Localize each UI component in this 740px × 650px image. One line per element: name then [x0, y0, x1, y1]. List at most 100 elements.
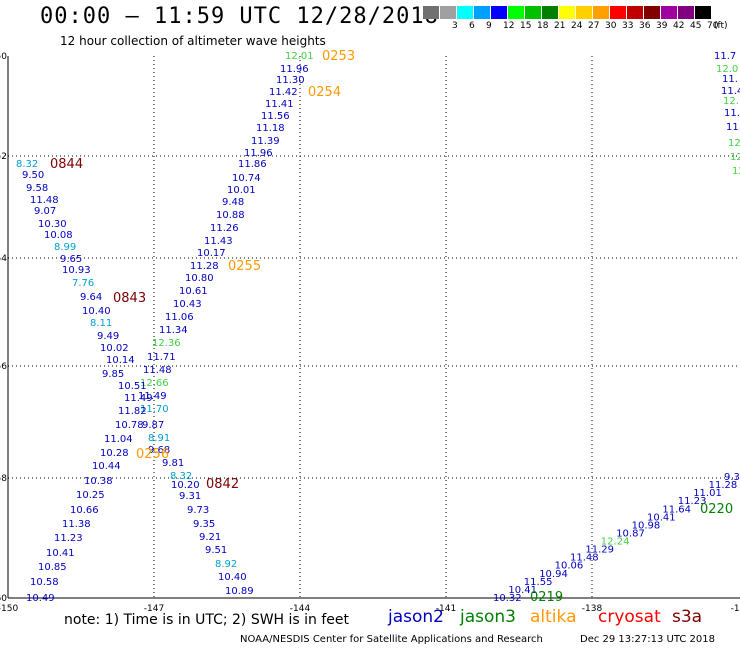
swh-value-label: 10.49 [26, 593, 55, 604]
generated-timestamp: Dec 29 13:27:13 UTC 2018 [580, 634, 715, 645]
swh-value-label: 9.31 [179, 491, 201, 502]
swh-value-label: 11.01 [693, 488, 722, 499]
swh-value-label: 10.38 [84, 476, 113, 487]
scale-swatch [457, 6, 474, 19]
pass-time-label: 0219 [530, 590, 563, 605]
swh-value-label: 9.48 [222, 197, 244, 208]
swh-value-label: 8.92 [215, 559, 237, 570]
swh-value-label: 10.88 [216, 210, 245, 221]
scale-label: 3 [452, 21, 458, 31]
swh-value-label: 10.02 [100, 343, 129, 354]
swh-value-label: 12 [732, 166, 740, 177]
swh-value-label: 12 [728, 138, 740, 149]
swh-value-label: 11.18 [256, 123, 285, 134]
swh-value-label: 10.41 [508, 585, 537, 596]
swh-value-label: 11.4 [721, 86, 740, 97]
scale-swatch [542, 6, 559, 19]
swh-value-label: 11.96 [280, 64, 309, 75]
scale-swatch [661, 6, 678, 19]
scale-swatch [627, 6, 644, 19]
swh-value-label: 11.49 [138, 391, 167, 402]
swh-value-label: 10.89 [225, 586, 254, 597]
pass-time-label: 0843 [113, 291, 146, 306]
swh-value-label: 11. [724, 108, 740, 119]
swh-value-label: 9.35 [193, 519, 215, 530]
legend-jason2: jason2 [388, 607, 444, 627]
swh-value-label: 9.68 [148, 445, 170, 456]
scale-swatch [525, 6, 542, 19]
swh-value-label: 10.74 [232, 173, 261, 184]
pass-time-label: 0842 [206, 477, 239, 492]
pass-time-label: 0256 [136, 447, 169, 462]
swh-value-label: 11.38 [62, 519, 91, 530]
scale-swatch [440, 6, 457, 19]
swh-value-label: 10.14 [106, 355, 135, 366]
swh-value-label: 10.06 [555, 561, 584, 572]
lat-tick-label: -58 [0, 474, 7, 484]
scale-swatch [508, 6, 525, 19]
pass-time-label: 0254 [308, 85, 341, 100]
scale-label: 9 [486, 21, 492, 31]
scale-label: 21 [554, 21, 566, 31]
swh-value-label: 12.0 [716, 64, 738, 75]
swh-value-label: 9.87 [142, 420, 164, 431]
swh-value-label: 11.43 [204, 236, 233, 247]
swh-value-label: 12 [730, 152, 740, 163]
swh-value-label: 11.48 [570, 553, 599, 564]
scale-label: 39 [656, 21, 668, 31]
scale-label: 12 [503, 21, 515, 31]
scale-label: 33 [622, 21, 634, 31]
swh-value-label: 11.70 [140, 404, 169, 415]
swh-value-label: 11.28 [709, 480, 738, 491]
swh-value-label: 10.44 [92, 461, 121, 472]
scale-swatch [423, 6, 440, 19]
swh-value-label: 10.17 [197, 248, 226, 259]
swh-value-label: 10.41 [647, 512, 676, 523]
swh-value-label: 11.23 [54, 533, 83, 544]
lat-tick-label: -56 [0, 362, 7, 372]
swh-value-label: 9.65 [60, 254, 82, 265]
swh-value-label: 10.85 [38, 562, 67, 573]
swh-value-label: 10.01 [227, 185, 256, 196]
scale-label: 42 [673, 21, 685, 31]
swh-value-label: 10.08 [44, 230, 73, 241]
scale-swatch [695, 6, 712, 19]
swh-value-label: 12.01 [285, 51, 314, 62]
swh-value-label: 10.41 [46, 548, 75, 559]
swh-value-label: 10.51 [118, 381, 147, 392]
swh-value-label: 7.76 [72, 278, 94, 289]
scale-label: 18 [537, 21, 549, 31]
pass-time-label: 0255 [228, 259, 261, 274]
swh-value-label: 10.32 [493, 593, 522, 604]
swh-value-label: 11.30 [276, 75, 305, 86]
swh-value-label: 10.40 [82, 306, 111, 317]
swh-value-label: 12. [723, 96, 739, 107]
lat-tick-label: -60 [0, 594, 7, 604]
swh-value-label: 10.58 [30, 577, 59, 588]
swh-value-label: 11.82 [118, 406, 147, 417]
page-title: 00:00 — 11:59 UTC 12/28/2018 [40, 4, 439, 29]
page-subtitle: 12 hour collection of altimeter wave hei… [60, 34, 326, 48]
swh-value-label: 11.34 [159, 325, 188, 336]
swh-value-label: 11.26 [210, 223, 239, 234]
swh-value-label: 8.11 [90, 318, 112, 329]
swh-value-label: 9.50 [22, 170, 44, 181]
swh-value-label: 8.99 [54, 242, 76, 253]
swh-value-label: 10.30 [38, 219, 67, 230]
swh-value-label: 10.25 [76, 490, 105, 501]
swh-value-label: 9.3 [724, 472, 740, 483]
pass-time-label: 0253 [322, 49, 355, 64]
swh-value-label: 10.28 [100, 448, 129, 459]
swh-value-label: 11.86 [238, 159, 267, 170]
swh-value-label: 10.40 [218, 572, 247, 583]
pass-time-label: 0220 [700, 502, 733, 517]
scale-swatch [610, 6, 627, 19]
swh-value-label: 9.64 [80, 292, 102, 303]
scale-label: 27 [588, 21, 600, 31]
swh-value-label: 11.39 [251, 136, 280, 147]
swh-value-label: 8.32 [16, 159, 38, 170]
lat-tick-label: -50 [0, 52, 7, 62]
swh-value-label: 11.41 [265, 99, 294, 110]
lat-tick-label: -52 [0, 152, 7, 162]
